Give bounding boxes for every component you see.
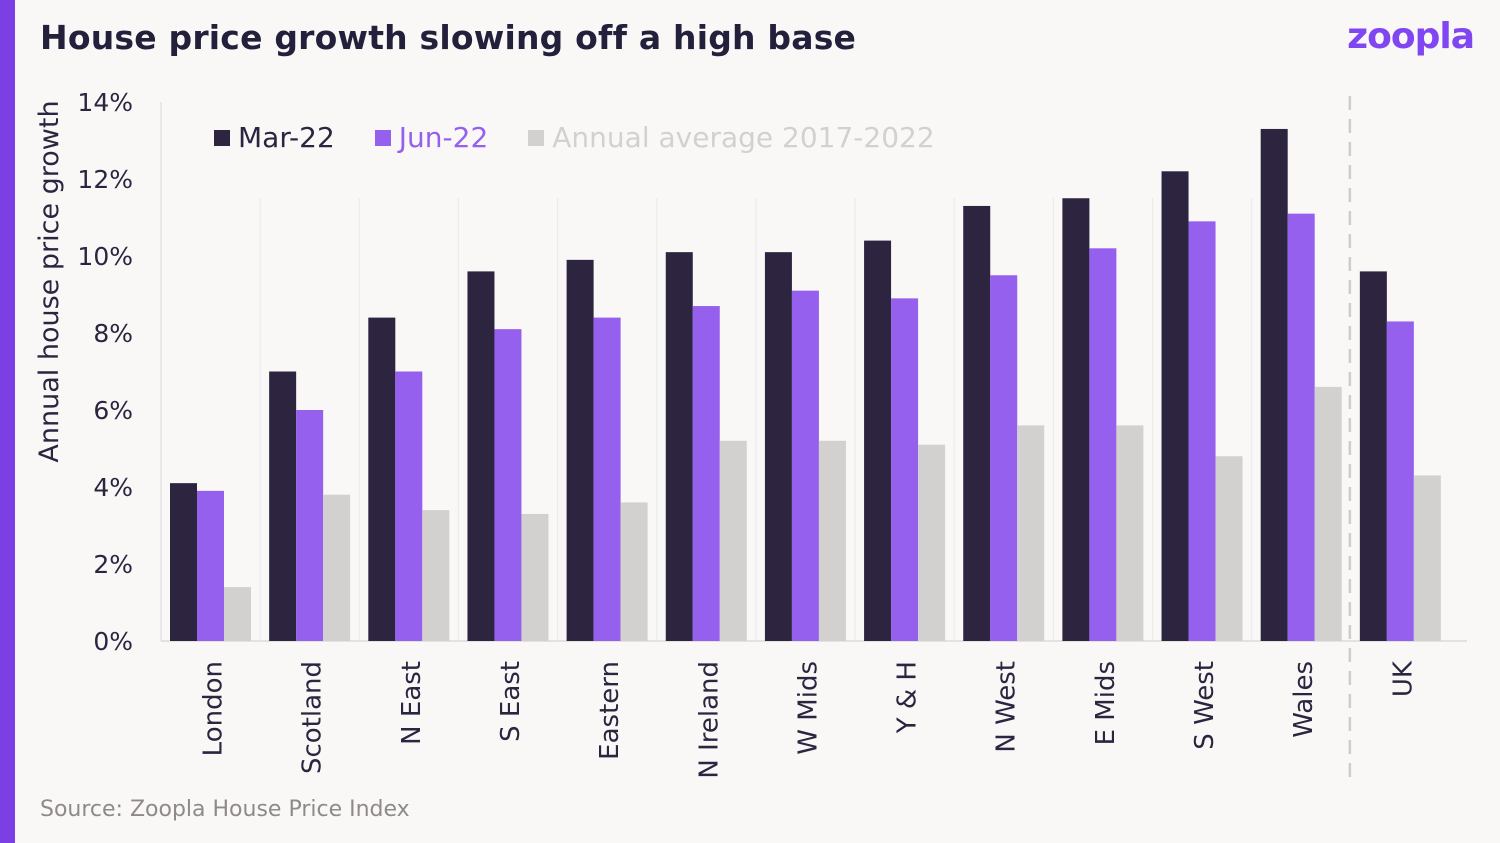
bar-eastern-series-0	[566, 259, 594, 641]
x-tick-label: S West	[1190, 661, 1220, 750]
x-tick-label: N Ireland	[694, 661, 724, 779]
bar-uk-series-1	[1386, 321, 1414, 641]
bar-w-mids-series-1	[791, 290, 819, 641]
bar-e-mids-series-1	[1089, 248, 1117, 642]
bar-n-west-series-1	[990, 275, 1018, 641]
accent-bar	[0, 0, 15, 843]
bar-s-west-series-1	[1188, 221, 1216, 641]
x-tick-label: UK	[1388, 660, 1418, 697]
y-axis-label: Annual house price growth	[34, 100, 65, 462]
bar-wales-series-1	[1287, 213, 1315, 641]
legend-swatch-mar22	[214, 129, 230, 146]
bar-eastern-series-2	[620, 502, 648, 641]
x-tick-label: W Mids	[793, 661, 823, 755]
bar-w-mids-series-0	[764, 252, 792, 641]
bar-n-ireland-series-2	[719, 440, 747, 641]
chart-title: House price growth slowing off a high ba…	[40, 18, 857, 57]
legend-item-mar22: Mar-22	[214, 121, 335, 154]
x-tick-label: Y & H	[893, 661, 923, 734]
y-tick-label: 8%	[93, 319, 133, 348]
y-tick-label: 6%	[93, 396, 133, 425]
x-tick-label: N West	[992, 661, 1022, 753]
bar-uk-series-2	[1413, 475, 1441, 641]
bar-w-mids-series-2	[818, 440, 846, 641]
bar-e-mids-series-2	[1116, 425, 1144, 641]
bar-s-west-series-2	[1215, 456, 1243, 641]
legend-swatch-average	[528, 129, 545, 146]
bar-s-east-series-0	[467, 271, 495, 641]
bar-n-ireland-series-1	[692, 306, 720, 641]
bar-n-ireland-series-0	[665, 252, 693, 641]
y-tick-label: 2%	[93, 550, 133, 579]
bar-scotland-series-0	[269, 371, 297, 641]
bar-e-mids-series-0	[1062, 198, 1090, 641]
bar-n-east-series-2	[422, 510, 450, 641]
y-tick-label: 10%	[77, 242, 133, 271]
bar-london-series-0	[170, 483, 197, 641]
legend-swatch-jun22	[374, 129, 391, 146]
bar-n-west-series-2	[1017, 425, 1045, 641]
bar-y-h-series-2	[918, 444, 946, 641]
bar-s-west-series-0	[1161, 171, 1189, 642]
legend-label-average: Annual average 2017-2022	[552, 121, 935, 154]
legend-label-jun22: Jun-22	[398, 121, 489, 154]
x-tick-label: E Mids	[1091, 661, 1121, 745]
legend-item-jun22: Jun-22	[374, 121, 489, 154]
bar-s-east-series-2	[521, 513, 549, 641]
bar-n-east-series-1	[395, 371, 423, 641]
bar-y-h-series-0	[864, 240, 892, 641]
x-tick-label: Wales	[1289, 661, 1319, 738]
bar-wales-series-0	[1260, 128, 1288, 641]
bar-y-h-series-1	[891, 298, 919, 641]
legend: Mar-22 Jun-22 Annual average 2017-2022	[214, 121, 935, 154]
legend-item-average: Annual average 2017-2022	[528, 121, 935, 154]
bar-wales-series-2	[1314, 386, 1342, 641]
bar-scotland-series-1	[296, 410, 324, 641]
y-tick-label: 12%	[77, 165, 133, 194]
bar-scotland-series-2	[323, 494, 351, 641]
y-tick-label: 14%	[77, 88, 133, 117]
y-tick-label: 4%	[93, 473, 133, 502]
x-tick-label: N East	[397, 661, 427, 745]
bar-london-series-1	[197, 490, 224, 641]
x-tick-label: Eastern	[595, 661, 625, 760]
x-tick-label: Scotland	[298, 661, 328, 774]
bar-london-series-2	[224, 587, 251, 641]
bar-n-east-series-0	[368, 317, 396, 641]
source-note: Source: Zoopla House Price Index	[40, 797, 410, 822]
y-tick-label: 0%	[93, 627, 133, 656]
bar-n-west-series-0	[963, 205, 991, 641]
legend-label-mar22: Mar-22	[238, 121, 335, 154]
zoopla-logo: zoopla	[1347, 16, 1475, 57]
x-tick-label: London	[199, 661, 229, 756]
bar-uk-series-0	[1359, 271, 1387, 641]
x-tick-label: S East	[496, 661, 526, 742]
bar-s-east-series-1	[494, 329, 522, 641]
bar-eastern-series-1	[593, 317, 621, 641]
